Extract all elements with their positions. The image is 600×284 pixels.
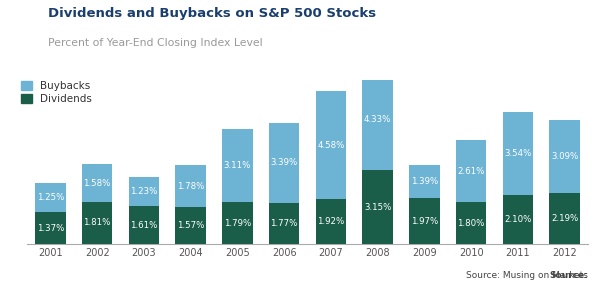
- Bar: [35, 183, 65, 212]
- Text: 4.33%: 4.33%: [364, 115, 391, 124]
- Text: 1.77%: 1.77%: [271, 219, 298, 228]
- Bar: [503, 112, 533, 195]
- Bar: [269, 123, 299, 202]
- Bar: [409, 198, 440, 244]
- Bar: [503, 195, 533, 244]
- Bar: [82, 202, 112, 244]
- Bar: [222, 202, 253, 244]
- Text: 1.23%: 1.23%: [130, 187, 158, 196]
- Bar: [316, 199, 346, 244]
- Text: 1.58%: 1.58%: [83, 179, 111, 187]
- Bar: [316, 91, 346, 199]
- Text: Source: Musing on Markets: Source: Musing on Markets: [466, 271, 588, 280]
- Bar: [175, 207, 206, 244]
- Text: 1.25%: 1.25%: [37, 193, 64, 202]
- Text: 3.54%: 3.54%: [504, 149, 532, 158]
- Bar: [128, 178, 159, 206]
- Bar: [82, 164, 112, 202]
- Bar: [550, 120, 580, 193]
- Text: 3.09%: 3.09%: [551, 152, 578, 161]
- Text: 1.81%: 1.81%: [83, 218, 111, 227]
- Bar: [128, 206, 159, 244]
- Text: 4.58%: 4.58%: [317, 141, 344, 150]
- Text: 1.92%: 1.92%: [317, 217, 344, 226]
- Text: 1.57%: 1.57%: [177, 221, 205, 230]
- Text: 2.19%: 2.19%: [551, 214, 578, 223]
- Text: 1.79%: 1.79%: [224, 219, 251, 228]
- Text: 1.97%: 1.97%: [411, 217, 438, 225]
- Bar: [362, 68, 393, 170]
- Bar: [222, 129, 253, 202]
- Text: 1.78%: 1.78%: [177, 182, 205, 191]
- Text: 3.11%: 3.11%: [224, 161, 251, 170]
- Bar: [456, 202, 487, 244]
- Text: Percent of Year-End Closing Index Level: Percent of Year-End Closing Index Level: [48, 38, 263, 48]
- Text: 1.37%: 1.37%: [37, 224, 64, 233]
- Text: 1.61%: 1.61%: [130, 221, 158, 230]
- Bar: [362, 170, 393, 244]
- Text: Dividends and Buybacks on S&P 500 Stocks: Dividends and Buybacks on S&P 500 Stocks: [48, 7, 376, 20]
- Text: 2.10%: 2.10%: [504, 215, 532, 224]
- Text: 1.39%: 1.39%: [411, 177, 438, 186]
- Text: Source:: Source:: [549, 271, 588, 280]
- Bar: [35, 212, 65, 244]
- Legend: Buybacks, Dividends: Buybacks, Dividends: [22, 81, 92, 104]
- Text: 1.80%: 1.80%: [457, 219, 485, 227]
- Text: 2.61%: 2.61%: [457, 167, 485, 176]
- Bar: [269, 202, 299, 244]
- Bar: [550, 193, 580, 244]
- Bar: [175, 165, 206, 207]
- Bar: [456, 141, 487, 202]
- Text: 3.15%: 3.15%: [364, 203, 391, 212]
- Text: 3.39%: 3.39%: [271, 158, 298, 167]
- Bar: [409, 165, 440, 198]
